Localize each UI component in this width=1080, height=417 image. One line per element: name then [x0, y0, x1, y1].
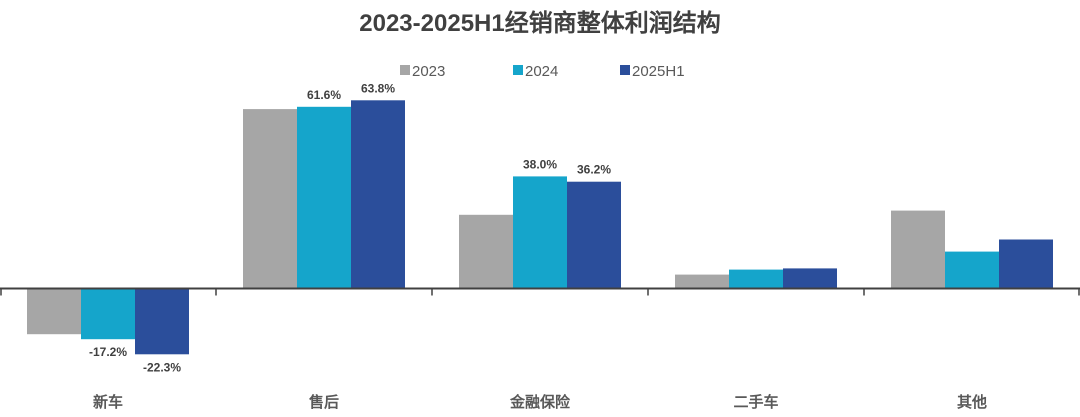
bar-2025h1-other — [999, 239, 1053, 289]
data-label-2024-after-sales: 61.6% — [307, 88, 341, 102]
bar-2023-finance-insurance — [459, 214, 513, 289]
legend-item-2025h1: 2025H1 — [620, 63, 685, 80]
data-label-2025h1-after-sales: 63.8% — [361, 81, 395, 95]
legend-item-2024: 2024 — [513, 63, 558, 80]
category-label-other: 其他 — [957, 393, 987, 411]
bar-2023-after-sales — [243, 109, 297, 289]
bar-2024-new-car — [81, 288, 135, 340]
legend-label-2023: 2023 — [412, 63, 445, 80]
category-label-used-car: 二手车 — [733, 393, 778, 411]
bars-group — [27, 100, 1053, 355]
bar-2024-finance-insurance — [513, 176, 567, 289]
legend: 2023 2024 2025H1 — [400, 63, 685, 80]
bar-2023-used-car — [675, 274, 729, 289]
bar-2023-other — [891, 210, 945, 289]
data-label-2025h1-new-car: -22.3% — [143, 360, 181, 374]
category-label-finance-insurance: 金融保险 — [509, 393, 571, 411]
bar-2025h1-used-car — [783, 268, 837, 289]
bar-2023-new-car — [27, 288, 81, 335]
axis-ticks — [0, 288, 1080, 296]
legend-item-2023: 2023 — [400, 63, 445, 80]
legend-swatch-2025h1 — [620, 65, 630, 75]
legend-label-2024: 2024 — [525, 63, 558, 80]
chart-title: 2023-2025H1经销商整体利润结构 — [359, 9, 720, 37]
bar-2025h1-finance-insurance — [567, 181, 621, 289]
category-label-after-sales: 售后 — [309, 393, 339, 411]
bar-2025h1-new-car — [135, 288, 189, 355]
legend-swatch-2023 — [400, 65, 410, 75]
legend-swatch-2024 — [513, 65, 523, 75]
bar-2024-used-car — [729, 269, 783, 289]
bar-2024-after-sales — [297, 106, 351, 289]
category-label-new-car: 新车 — [93, 393, 123, 411]
data-labels-group: -17.2% 61.6% 38.0% -22.3% 63.8% 36.2% — [89, 81, 611, 374]
data-label-2024-new-car: -17.2% — [89, 345, 127, 359]
data-label-2025h1-finance-insurance: 36.2% — [577, 163, 611, 177]
bar-2024-other — [945, 251, 999, 289]
bar-2025h1-after-sales — [351, 100, 405, 289]
data-label-2024-finance-insurance: 38.0% — [523, 157, 557, 171]
legend-label-2025h1: 2025H1 — [632, 63, 685, 80]
category-labels-group: 新车 售后 金融保险 二手车 其他 — [93, 393, 987, 411]
